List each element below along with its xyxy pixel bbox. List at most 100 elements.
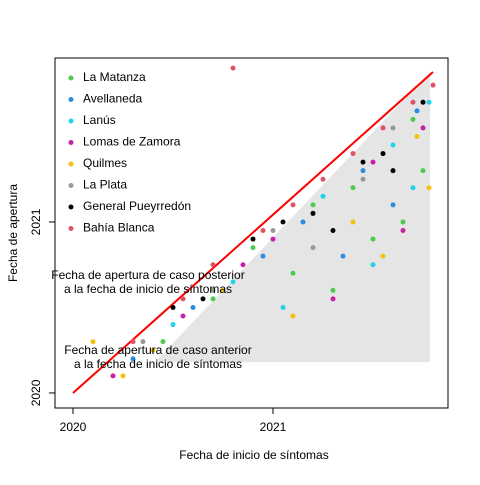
point	[370, 236, 376, 242]
legend-marker	[68, 97, 74, 102]
legend-marker	[68, 226, 74, 231]
x-tick-label: 2021	[260, 420, 287, 434]
point	[270, 228, 276, 234]
point	[360, 176, 366, 182]
point	[320, 193, 326, 199]
legend-marker	[68, 161, 74, 167]
point	[390, 125, 396, 131]
point	[260, 228, 266, 234]
point	[210, 296, 216, 302]
point	[426, 99, 432, 105]
point	[90, 339, 96, 345]
plot-frame	[54, 57, 449, 409]
point	[420, 125, 426, 131]
point	[410, 99, 416, 105]
annotation: Fecha de apertura de caso posterior	[51, 268, 244, 282]
point	[130, 356, 136, 362]
point	[380, 125, 386, 131]
point	[410, 116, 416, 122]
point	[390, 168, 396, 174]
point	[420, 168, 426, 174]
point	[290, 270, 296, 276]
x-tick-label: 2020	[60, 420, 87, 434]
point	[130, 339, 136, 345]
point	[380, 151, 386, 157]
point	[240, 262, 246, 268]
point	[370, 159, 376, 165]
point	[310, 245, 316, 251]
point	[120, 373, 126, 379]
point	[190, 304, 196, 310]
point	[350, 185, 356, 191]
point	[360, 168, 366, 174]
point	[180, 296, 186, 302]
point	[390, 202, 396, 208]
point	[260, 253, 266, 259]
point	[290, 202, 296, 208]
x-axis-label: Fecha de inicio de síntomas	[179, 448, 328, 462]
point	[280, 219, 286, 225]
legend-marker	[68, 75, 74, 81]
point	[414, 133, 420, 139]
annotation: a la fecha de inicio de síntomas	[64, 282, 232, 296]
point	[400, 228, 406, 234]
point	[250, 236, 256, 242]
point	[170, 322, 176, 328]
point	[360, 159, 366, 165]
point	[230, 279, 236, 285]
legend-label: General Pueyrredón	[83, 199, 191, 213]
point	[230, 65, 236, 71]
point	[220, 287, 226, 293]
annotation: Fecha de apertura de caso anterior	[64, 343, 251, 357]
point	[310, 210, 316, 216]
point	[250, 245, 256, 251]
point	[150, 347, 156, 353]
point	[200, 296, 206, 302]
point	[210, 262, 216, 268]
point	[170, 304, 176, 310]
point	[414, 108, 420, 114]
annotation: a la fecha de inicio de síntomas	[74, 357, 242, 371]
point	[110, 373, 116, 379]
point	[426, 185, 432, 191]
point	[320, 176, 326, 182]
region-shade	[155, 72, 430, 362]
legend-marker	[68, 204, 74, 210]
point	[330, 287, 336, 293]
point	[350, 151, 356, 157]
point	[330, 228, 336, 234]
y-axis-label: Fecha de apertura	[6, 184, 20, 282]
point	[290, 313, 296, 319]
point	[300, 219, 306, 225]
point	[280, 304, 286, 310]
point	[140, 339, 146, 345]
legend-label: La Plata	[83, 178, 127, 192]
point	[210, 287, 216, 293]
point	[310, 202, 316, 208]
point	[410, 185, 416, 191]
legend-marker	[68, 140, 74, 145]
legend-label: Quilmes	[83, 156, 127, 170]
point	[340, 253, 346, 259]
legend-marker	[68, 183, 74, 188]
point	[370, 262, 376, 268]
point	[400, 219, 406, 225]
point	[270, 236, 276, 242]
point	[430, 82, 436, 88]
point	[160, 339, 166, 345]
y-tick-label: 2020	[29, 379, 43, 406]
y-tick-label: 2021	[29, 208, 43, 235]
point	[420, 99, 426, 105]
point	[180, 313, 186, 319]
point	[380, 253, 386, 259]
point	[330, 296, 336, 302]
legend-label: Bahía Blanca	[83, 221, 155, 235]
legend-label: Lanús	[83, 113, 116, 127]
point	[350, 219, 356, 225]
legend-label: Avellaneda	[83, 92, 142, 106]
legend-label: Lomas de Zamora	[83, 135, 181, 149]
legend-label: La Matanza	[83, 70, 146, 84]
legend-marker	[68, 118, 74, 124]
point	[390, 142, 396, 148]
